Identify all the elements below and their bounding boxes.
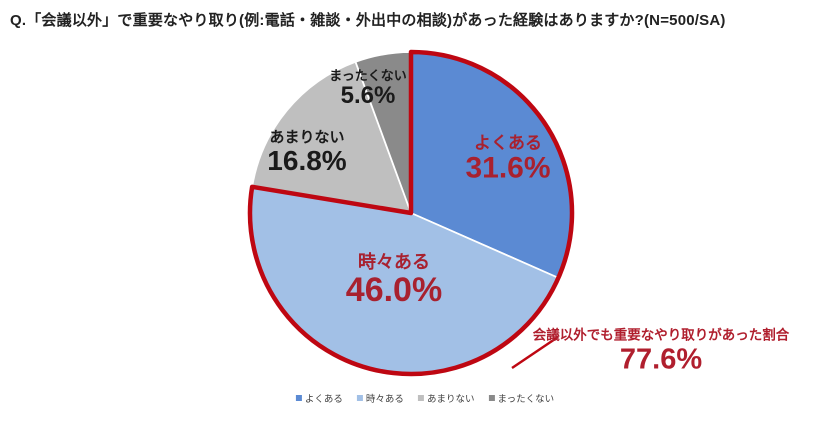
slice-name: よくある <box>473 133 542 153</box>
group-annotation: 会議以外でも重要なやり取りがあった割合 77.6% <box>533 328 790 377</box>
slice-percent: 16.8% <box>267 144 347 176</box>
slice-percent: 46.0% <box>345 271 443 310</box>
legend-item-yokuaru: よくある <box>295 391 343 405</box>
legend-swatch-icon <box>356 395 363 401</box>
legend: よくある 時々ある あまりない まったくない <box>295 391 554 405</box>
legend-label: よくある <box>304 394 343 405</box>
group-outline <box>247 49 575 377</box>
annotation-leader-line <box>511 335 559 370</box>
slice-label-yokuaru: よくある 31.6% <box>465 133 551 186</box>
legend-swatch-icon <box>295 395 302 401</box>
group-annotation-value: 77.6% <box>619 343 703 376</box>
legend-label: あまりない <box>426 394 475 405</box>
slice-label-tokidoki-aru: 時々ある 46.0% <box>345 251 443 310</box>
slice-name: 時々ある <box>358 251 430 272</box>
legend-item-mattaku-nai: まったくない <box>488 391 554 405</box>
legend-label: まったくない <box>497 394 555 405</box>
legend-label: 時々ある <box>365 394 404 405</box>
legend-swatch-icon <box>417 395 424 401</box>
legend-swatch-icon <box>488 395 495 401</box>
legend-item-tokidoki-aru: 時々ある <box>356 391 404 405</box>
pie-slice-2 <box>251 60 412 214</box>
slice-label-amari-nai: あまりない 16.8% <box>267 128 347 176</box>
legend-item-amari-nai: あまりない <box>417 391 475 405</box>
page-title: Q.「会議以外」で重要なやり取り(例:電話・雑談・外出中の相談)があった経験はあ… <box>10 12 726 29</box>
slice-name: あまりない <box>269 128 345 146</box>
group-annotation-label: 会議以外でも重要なやり取りがあった割合 <box>532 327 790 343</box>
slice-percent: 31.6% <box>465 151 551 185</box>
slice-name: まったくない <box>329 68 407 84</box>
slice-percent: 5.6% <box>340 82 396 110</box>
slice-label-mattaku-nai: まったくない 5.6% <box>329 68 407 110</box>
